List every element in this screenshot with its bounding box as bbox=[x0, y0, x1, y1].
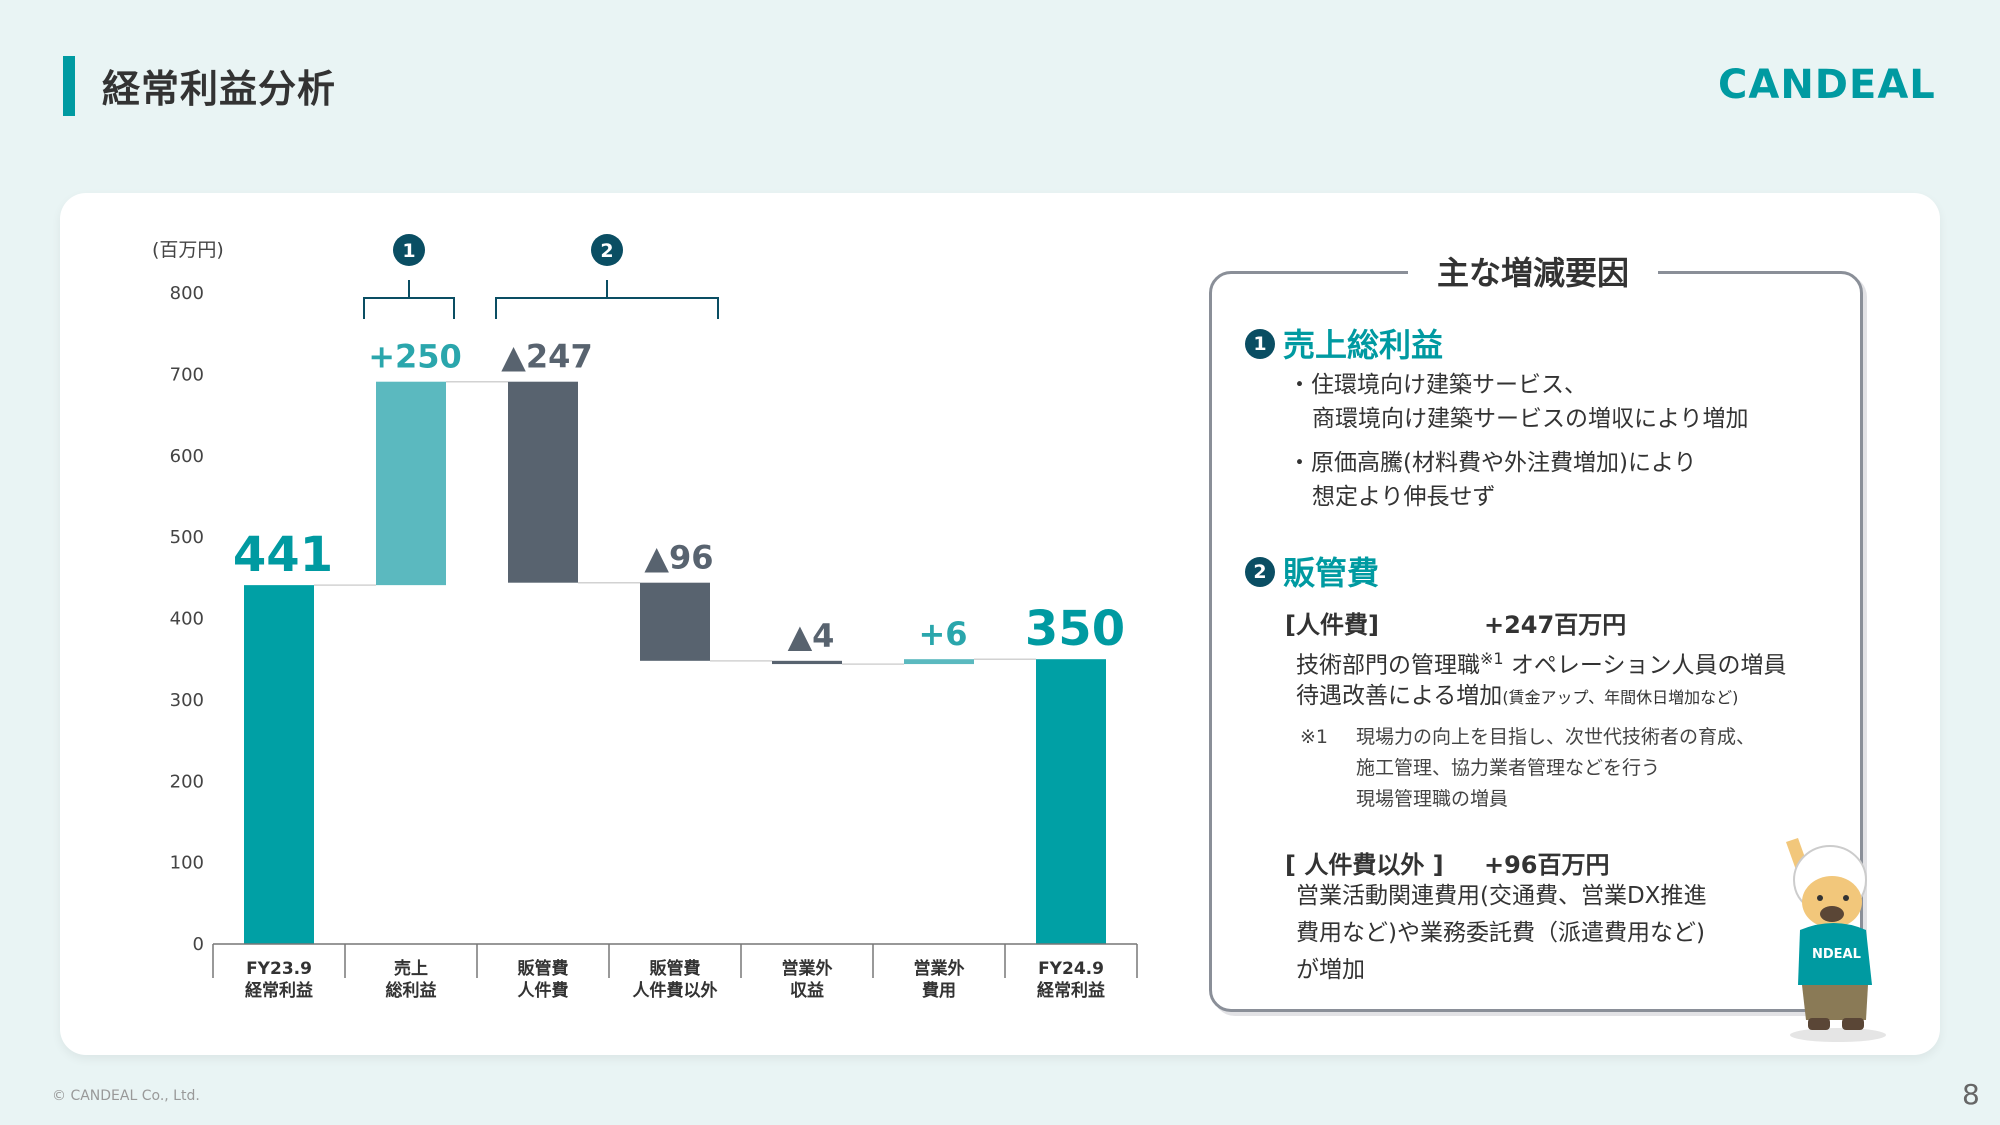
y-tick-label: 100 bbox=[170, 853, 204, 874]
section1-bullet2-line2: 想定より伸長せず bbox=[1312, 484, 1496, 510]
x-tick-label: 販管費 bbox=[650, 958, 701, 979]
bar-5 bbox=[904, 659, 974, 665]
section1-bullet2-line1: ・原価高騰(材料費や外注費増加)により bbox=[1288, 450, 1697, 476]
footnote-line1: 現場力の向上を目指し、次世代技術者の育成、 bbox=[1356, 726, 1756, 748]
candeal-logo: CANDEAL bbox=[1718, 62, 1936, 108]
footnote-line3: 現場管理職の増員 bbox=[1356, 788, 1509, 810]
section1-bullet1-line1: ・住環境向け建築サービス、 bbox=[1288, 372, 1587, 398]
bar-value-label: ▲4 bbox=[788, 617, 835, 655]
bar-2 bbox=[508, 381, 578, 583]
mascot-illustration: NDEAL bbox=[1786, 838, 1886, 1042]
bar-6 bbox=[1036, 659, 1106, 944]
bar-1 bbox=[376, 381, 446, 586]
x-tick-label: 売上 bbox=[394, 958, 428, 979]
x-tick-label: FY24.9 bbox=[1038, 959, 1104, 979]
section1-heading-text: 売上総利益 bbox=[1283, 326, 1444, 364]
bar-value-label: 441 bbox=[233, 527, 333, 583]
page-title: 経常利益分析 bbox=[102, 67, 337, 111]
bar-value-label: ▲247 bbox=[501, 338, 592, 376]
non-personnel-line1: 営業活動関連費用(交通費、営業DX推進 bbox=[1296, 883, 1707, 909]
bar-value-label: +6 bbox=[918, 615, 967, 653]
panel-title: 主な増減要因 bbox=[1408, 248, 1658, 294]
non-personnel-line2: 費用など)や業務委託費（派遣費用など) bbox=[1296, 920, 1705, 946]
personnel-label: [人件費] bbox=[1285, 611, 1379, 639]
bar-0 bbox=[244, 585, 314, 944]
footnote-line2: 施工管理、協力業者管理などを行う bbox=[1356, 757, 1661, 779]
bar-3 bbox=[640, 582, 710, 661]
mascot-shirt-text: NDEAL bbox=[1812, 947, 1861, 962]
x-tick-label: 費用 bbox=[922, 980, 956, 1001]
factors-panel bbox=[1209, 271, 1863, 1012]
x-tick-label: 人件費以外 bbox=[633, 980, 718, 1001]
bar-value-label: ▲96 bbox=[644, 539, 713, 577]
y-tick-label: 300 bbox=[170, 690, 204, 711]
y-tick-label: 600 bbox=[170, 446, 204, 467]
group-badge-1 bbox=[393, 234, 425, 266]
y-tick-label: 200 bbox=[170, 771, 204, 792]
y-tick-label: 700 bbox=[170, 364, 204, 385]
page-number: 8 bbox=[1962, 1078, 1980, 1111]
personnel-line1: 技術部門の管理職※1 オペレーション人員の増員 bbox=[1296, 649, 1787, 679]
title-accent-bar bbox=[63, 56, 75, 116]
non-personnel-label: [ 人件費以外 ] bbox=[1285, 851, 1444, 879]
non-personnel-value: +96百万円 bbox=[1484, 851, 1610, 879]
group-badge-number: 1 bbox=[402, 240, 415, 262]
personnel-line2: 待遇改善による増加(賃金アップ、年間休日増加など) bbox=[1296, 683, 1739, 709]
group-bracket-2 bbox=[495, 280, 719, 319]
group-badge-number: 2 bbox=[600, 240, 613, 262]
x-tick-label: 経常利益 bbox=[245, 980, 313, 1001]
y-tick-label: 500 bbox=[170, 527, 204, 548]
y-tick-label: 800 bbox=[170, 283, 204, 304]
group-badge-2 bbox=[591, 234, 623, 266]
x-tick-label: 総利益 bbox=[386, 980, 437, 1001]
footnote-mark: ※1 bbox=[1300, 726, 1329, 748]
x-tick-label: 販管費 bbox=[518, 958, 569, 979]
y-unit-label: (百万円) bbox=[152, 239, 224, 261]
x-tick-label: 人件費 bbox=[518, 980, 569, 1001]
copyright-text: © CANDEAL Co., Ltd. bbox=[52, 1088, 200, 1104]
y-tick-label: 400 bbox=[170, 609, 204, 630]
number-badge-1: 1 bbox=[1245, 329, 1275, 359]
section1-bullet1-line2: 商環境向け建築サービスの増収により増加 bbox=[1312, 406, 1749, 432]
x-tick-label: 経常利益 bbox=[1037, 980, 1105, 1001]
x-tick-label: FY23.9 bbox=[246, 959, 312, 979]
non-personnel-line3: が増加 bbox=[1296, 957, 1365, 983]
number-badge-2: 2 bbox=[1245, 557, 1275, 587]
section1-heading: 1 売上総利益 bbox=[1245, 320, 1443, 366]
x-tick-label: 営業外 bbox=[914, 958, 965, 979]
bar-value-label: 350 bbox=[1025, 601, 1125, 657]
y-tick-label: 0 bbox=[193, 934, 204, 955]
personnel-value: +247百万円 bbox=[1484, 611, 1627, 639]
x-tick-label: 収益 bbox=[790, 980, 824, 1001]
x-tick-label: 営業外 bbox=[782, 958, 833, 979]
group-bracket-1 bbox=[363, 280, 455, 319]
section2-heading-text: 販管費 bbox=[1283, 554, 1380, 592]
bar-value-label: +250 bbox=[368, 338, 462, 376]
section2-heading: 2 販管費 bbox=[1245, 548, 1379, 594]
bar-4 bbox=[772, 660, 842, 665]
